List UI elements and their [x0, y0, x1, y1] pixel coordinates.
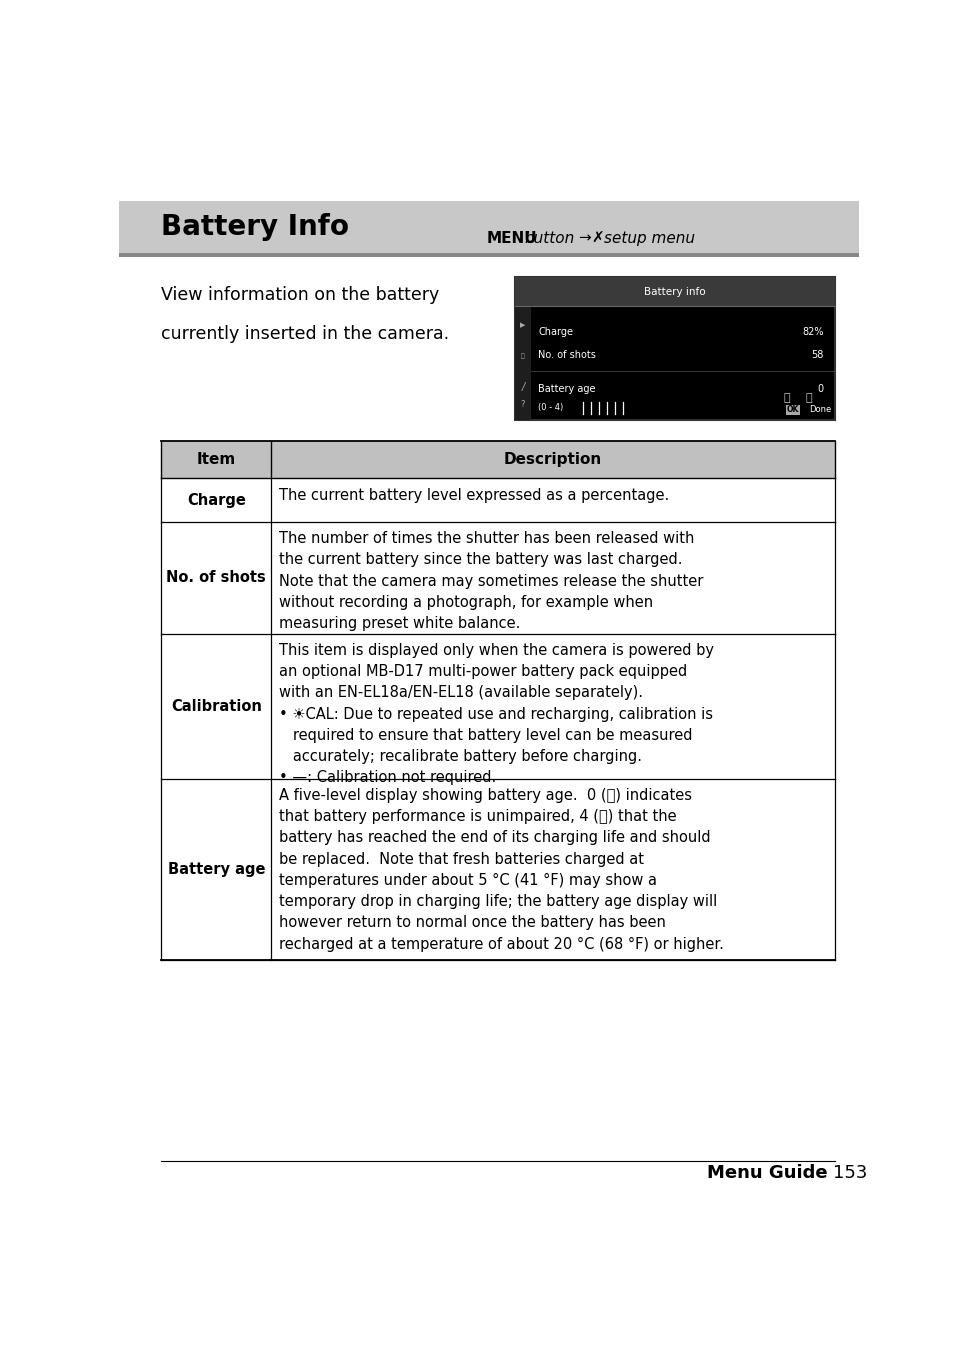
- Bar: [515, 277, 834, 420]
- Text: →: →: [577, 230, 590, 246]
- Text: OK: OK: [786, 405, 799, 414]
- Text: button: button: [524, 230, 574, 246]
- Bar: [515, 307, 531, 420]
- Text: 153: 153: [833, 1165, 867, 1182]
- Text: 🔒: 🔒: [520, 354, 524, 359]
- Text: Done: Done: [808, 405, 830, 414]
- Text: A five-level display showing battery age.  0 (Ⓝ) indicates
that battery performa: A five-level display showing battery age…: [279, 788, 723, 952]
- Text: The number of times the shutter has been released with
the current battery since: The number of times the shutter has been…: [279, 531, 703, 631]
- Text: View information on the battery: View information on the battery: [161, 285, 439, 304]
- Text: ✗: ✗: [590, 230, 603, 246]
- Text: Battery info: Battery info: [643, 286, 705, 297]
- Text: (0 - 4): (0 - 4): [537, 404, 563, 413]
- Text: currently inserted in the camera.: currently inserted in the camera.: [161, 325, 449, 343]
- Text: ⎙: ⎙: [782, 393, 789, 402]
- Text: Description: Description: [503, 452, 601, 467]
- Text: ⎙: ⎙: [805, 393, 812, 402]
- Text: No. of shots: No. of shots: [166, 570, 266, 585]
- Text: /: /: [520, 382, 524, 393]
- Text: MENU: MENU: [486, 230, 537, 246]
- Text: 0: 0: [817, 385, 823, 394]
- Text: ▶: ▶: [519, 321, 525, 328]
- Text: Battery age: Battery age: [168, 862, 265, 877]
- Bar: [119, 253, 858, 257]
- Bar: [119, 200, 858, 257]
- Text: Battery age: Battery age: [537, 385, 596, 394]
- Text: This item is displayed only when the camera is powered by
an optional MB-D17 mul: This item is displayed only when the cam…: [279, 643, 714, 785]
- Text: No. of shots: No. of shots: [537, 350, 596, 360]
- Text: ?: ?: [520, 401, 525, 409]
- Bar: [161, 441, 834, 479]
- Bar: [515, 277, 834, 307]
- Text: The current battery level expressed as a percentage.: The current battery level expressed as a…: [279, 488, 669, 503]
- Text: 58: 58: [811, 350, 823, 360]
- Text: Item: Item: [196, 452, 235, 467]
- Text: Battery Info: Battery Info: [161, 213, 349, 241]
- Text: setup menu: setup menu: [603, 230, 694, 246]
- Text: Charge: Charge: [187, 492, 246, 507]
- Text: Charge: Charge: [537, 327, 573, 338]
- Text: Calibration: Calibration: [171, 698, 261, 714]
- Text: 82%: 82%: [801, 327, 823, 338]
- Text: Menu Guide: Menu Guide: [706, 1165, 833, 1182]
